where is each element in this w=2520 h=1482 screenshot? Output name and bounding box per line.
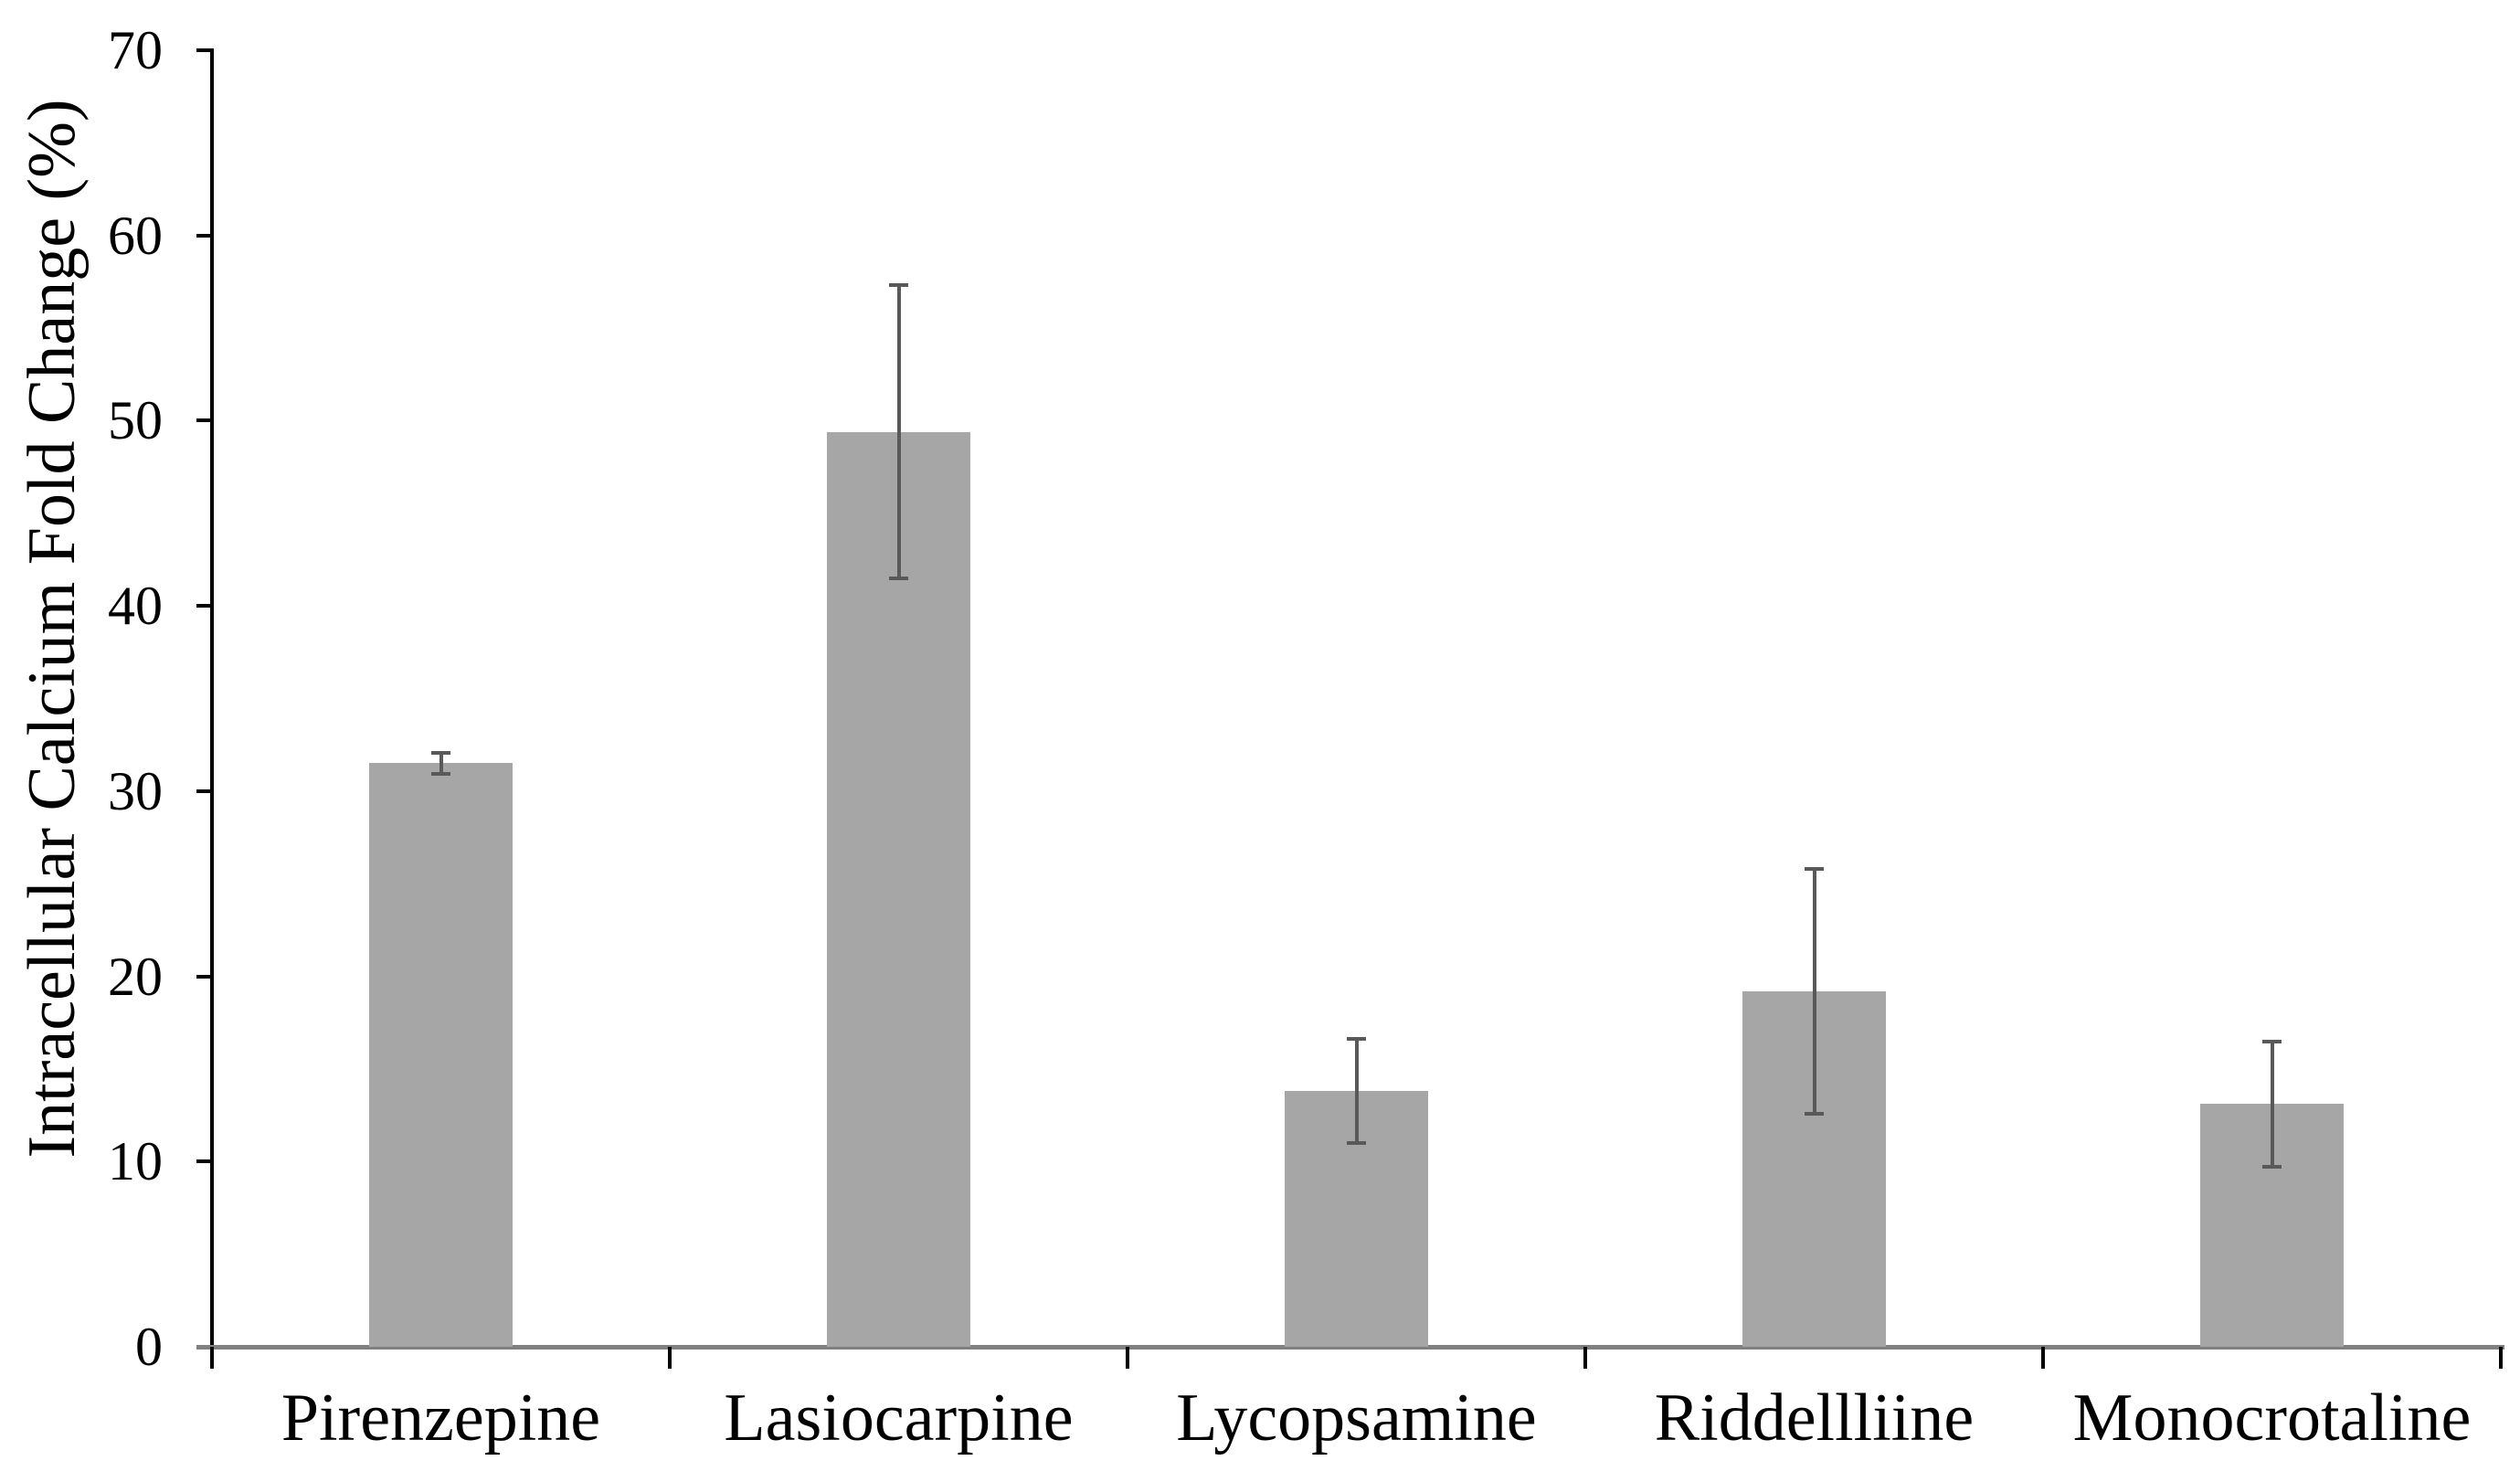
error-bar-cap-bottom bbox=[1805, 1111, 1824, 1116]
x-category-label: Lycopsamine bbox=[1176, 1381, 1537, 1456]
y-axis-line bbox=[210, 48, 214, 1367]
y-axis-tick bbox=[196, 418, 212, 423]
y-tick-label: 50 bbox=[108, 390, 163, 451]
y-axis-tick bbox=[196, 974, 212, 979]
x-axis-tick bbox=[210, 1347, 214, 1369]
y-tick-label: 30 bbox=[108, 760, 163, 821]
error-bar-line bbox=[2270, 1041, 2274, 1168]
y-tick-label: 40 bbox=[108, 576, 163, 637]
bar-pirenzepine bbox=[369, 763, 513, 1347]
y-tick-label: 10 bbox=[108, 1131, 163, 1192]
error-bar-line bbox=[439, 753, 443, 774]
x-category-label: Lasiocarpine bbox=[724, 1381, 1074, 1456]
error-bar-cap-bottom bbox=[2262, 1165, 2282, 1170]
error-bar-cap-bottom bbox=[889, 576, 908, 580]
error-bar-cap-top bbox=[2262, 1039, 2282, 1043]
error-bar-cap-bottom bbox=[431, 771, 450, 776]
x-axis-tick bbox=[2499, 1347, 2503, 1369]
x-category-label: Riddellliine bbox=[1654, 1381, 1975, 1456]
x-axis-tick bbox=[1583, 1347, 1587, 1369]
error-bar-line bbox=[896, 285, 901, 578]
x-category-label: Monocrotaline bbox=[2072, 1381, 2472, 1456]
error-bar-cap-top bbox=[1347, 1037, 1366, 1042]
x-category-label: Pirenzepine bbox=[281, 1381, 601, 1456]
y-axis-tick bbox=[196, 604, 212, 609]
y-tick-label: 70 bbox=[108, 20, 163, 80]
x-axis-line bbox=[196, 1345, 2504, 1350]
error-bar-cap-top bbox=[889, 283, 908, 288]
y-axis-tick bbox=[196, 48, 212, 52]
y-axis-tick bbox=[196, 789, 212, 793]
y-tick-label: 20 bbox=[108, 946, 163, 1007]
x-axis-tick bbox=[668, 1347, 672, 1369]
y-tick-label: 0 bbox=[135, 1317, 163, 1377]
error-bar-cap-top bbox=[431, 751, 450, 756]
error-bar-cap-bottom bbox=[1347, 1141, 1366, 1145]
error-bar-line bbox=[1812, 868, 1816, 1114]
bar-lasiocarpine bbox=[827, 431, 970, 1347]
x-axis-tick bbox=[2041, 1347, 2045, 1369]
y-axis-tick bbox=[196, 233, 212, 238]
error-bar-cap-top bbox=[1805, 866, 1824, 871]
y-axis-tick bbox=[196, 1159, 212, 1164]
x-axis-tick bbox=[1126, 1347, 1129, 1369]
error-bar-line bbox=[1354, 1039, 1359, 1143]
y-tick-label: 60 bbox=[108, 205, 163, 266]
